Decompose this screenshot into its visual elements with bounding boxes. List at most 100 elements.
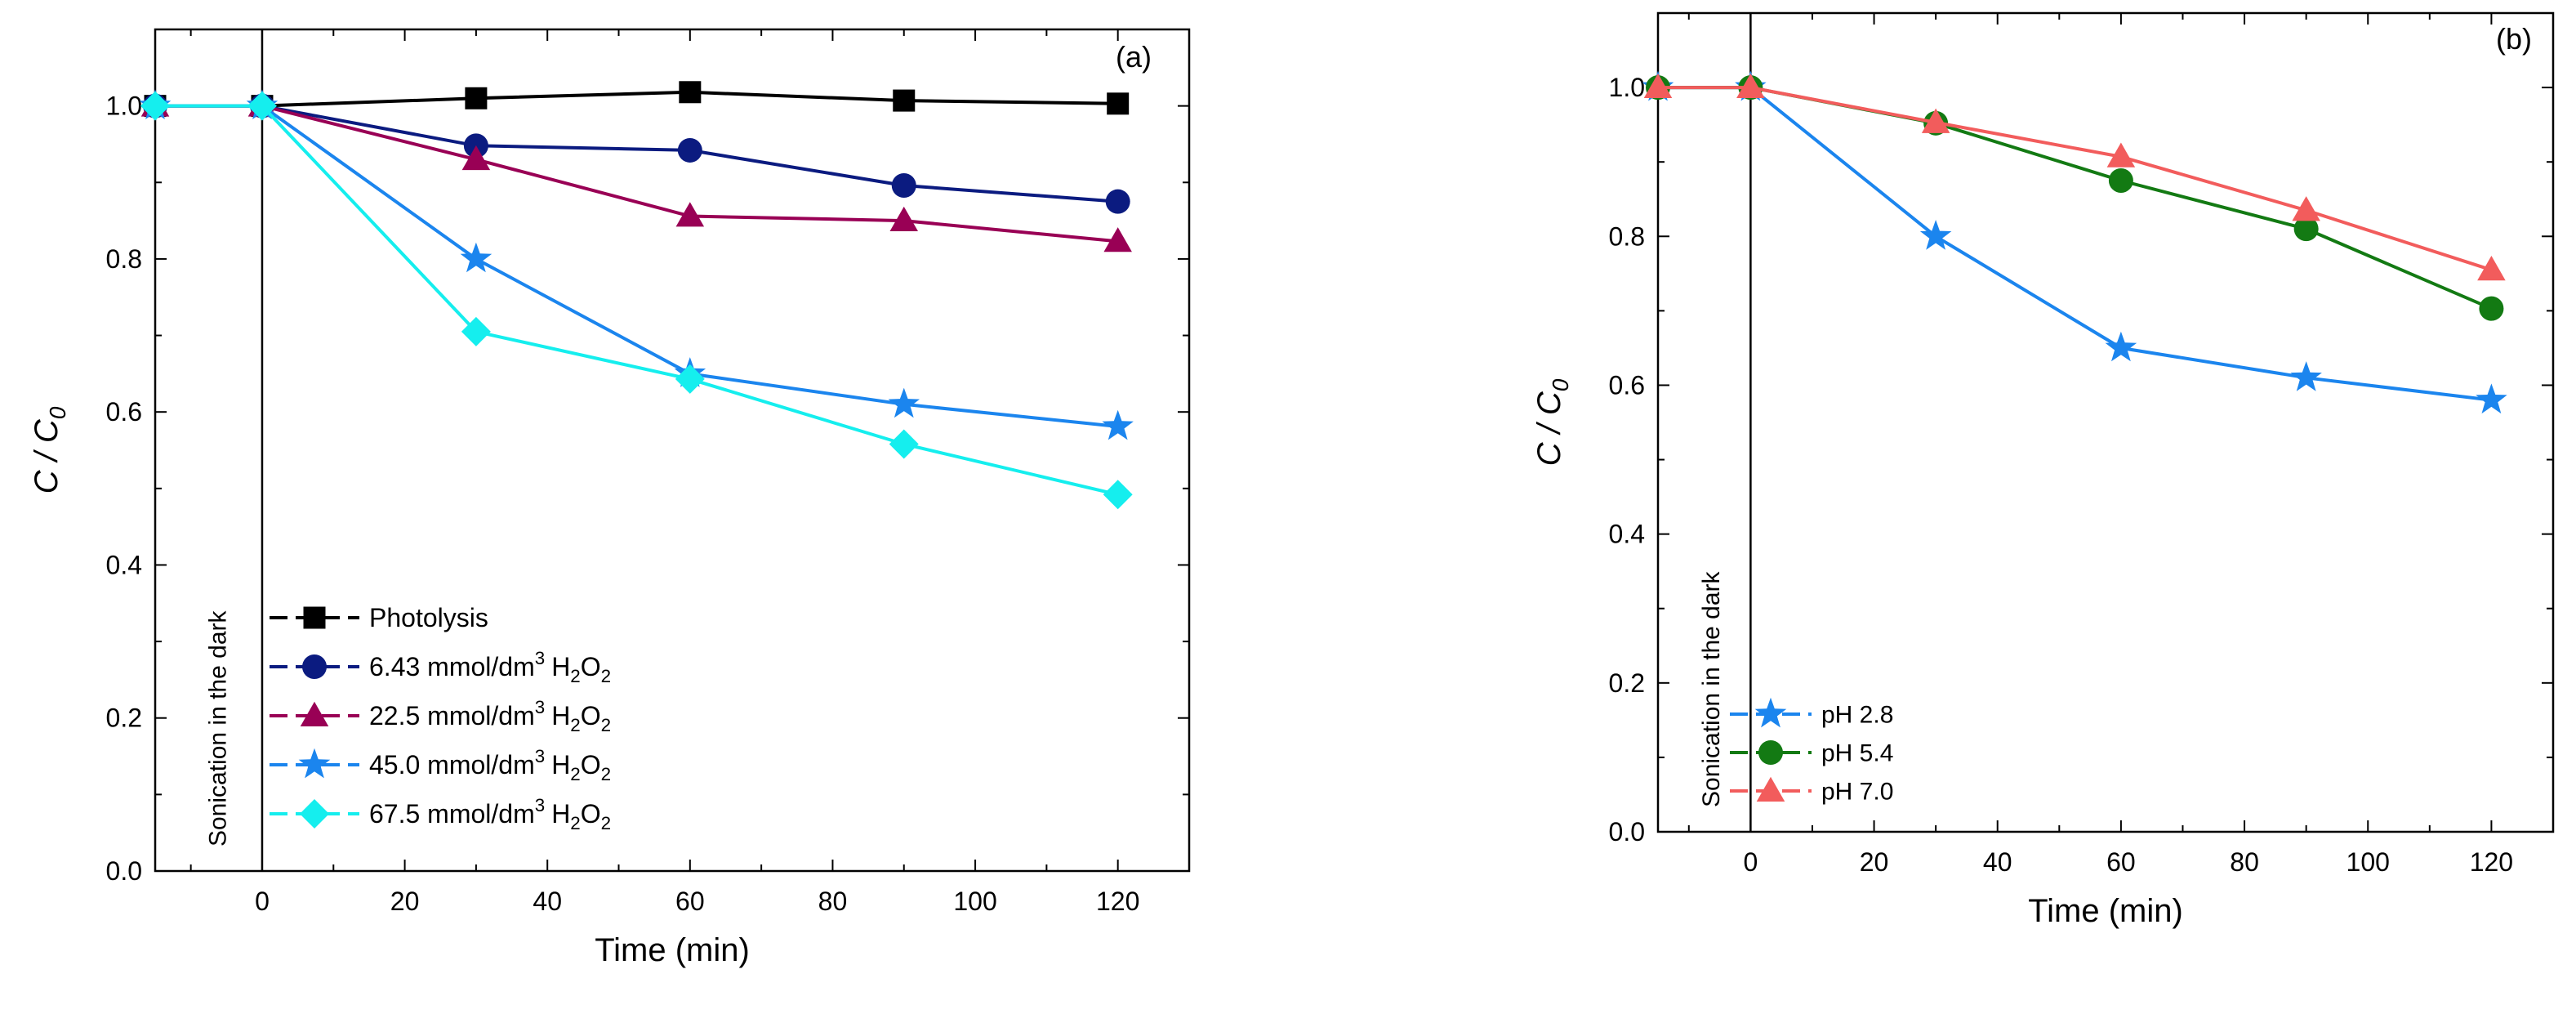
legend-item: 6.43 mmol/dm3 H2O2: [270, 648, 611, 686]
legend-o-letter: O: [581, 652, 601, 681]
series-line: [1658, 86, 2493, 310]
series-line: [1658, 86, 2492, 402]
panel-label: (b): [2496, 22, 2532, 56]
legend-o2-subscript: 2: [601, 764, 611, 784]
legend-o2-subscript: 2: [601, 666, 611, 686]
series-line: [155, 90, 1118, 108]
y-tick-label: 0.6: [106, 397, 142, 427]
y-tick-label: 0.2: [106, 704, 142, 733]
y-tick-label: 0.4: [1609, 520, 1645, 549]
y-axis-title-subscript: 0: [45, 406, 70, 419]
legend: pH 2.8 pH 5.4 pH 7.0: [1730, 697, 1893, 806]
data-point: [1103, 227, 1132, 252]
x-tick-label: 100: [2346, 847, 2390, 877]
legend-marker: [1754, 697, 1787, 728]
legend-label: 45.0 mmol/dm3 H2O2: [369, 746, 611, 784]
legend-o-letter: O: [581, 799, 601, 829]
legend-h-letter: H: [551, 701, 570, 730]
data-point: [2105, 331, 2137, 362]
data-point: [2108, 168, 2133, 193]
legend-o-letter: O: [581, 701, 601, 730]
data-point: [1736, 73, 1765, 99]
legend-o2-subscript: 2: [601, 715, 611, 735]
legend-label-main: pH 7.0: [1821, 779, 1893, 806]
panel-b: 0 20 40 60 80 100 120 0.0 0.2 0.4 0.6 0.8 1.0 Time (m…: [1531, 11, 2555, 929]
y-tick-label: 1.0: [1609, 73, 1645, 102]
legend-marker: [300, 701, 329, 726]
x-tick-label: 0: [1743, 847, 1758, 877]
y-tick-label: 0.2: [1609, 668, 1645, 698]
data-point: [888, 387, 920, 418]
legend-label-main: 22.5 mmol/dm: [369, 701, 535, 730]
x-tick-label: 60: [675, 887, 705, 916]
data-point: [460, 242, 492, 273]
y-tick-label: 0.4: [106, 550, 142, 579]
legend-marker: [1756, 776, 1785, 802]
y-tick-label: 0.8: [106, 244, 142, 274]
data-point: [140, 91, 170, 121]
data-point: [2476, 383, 2507, 414]
series-line: [155, 104, 1119, 497]
x-tick-label: 40: [533, 887, 562, 916]
legend-label: pH 5.4: [1821, 740, 1893, 767]
legend-label: 67.5 mmol/dm3 H2O2: [369, 795, 611, 833]
y-tick-label: 0.6: [1609, 370, 1645, 400]
data-point: [461, 145, 491, 171]
plot-frame: [1656, 11, 2555, 833]
series-line: [155, 104, 1118, 243]
data-point: [2293, 217, 2319, 242]
data-point: [675, 202, 705, 227]
data-point: [893, 89, 916, 112]
data-point: [1643, 73, 1673, 99]
data-point: [1919, 220, 1952, 250]
legend-label: Photolysis: [369, 603, 488, 632]
data-point: [1105, 189, 1130, 214]
y-tick-label: 0.8: [1609, 221, 1645, 251]
data-point: [2477, 256, 2506, 281]
legend-label-main: 67.5 mmol/dm: [369, 799, 535, 829]
legend-item: pH 5.4: [1730, 740, 1893, 767]
y-axis-title: C / C0: [29, 406, 70, 494]
series-line: [155, 104, 1118, 428]
x-tick-label: 20: [1860, 847, 1889, 877]
series-ph-5-4: [1646, 75, 2504, 321]
series-line: [1658, 86, 2493, 272]
legend-marker: [303, 606, 326, 629]
x-tick-label: 0: [255, 887, 270, 916]
legend-unit-superscript: 3: [535, 697, 545, 717]
data-point: [1102, 409, 1134, 440]
legend-h2-subscript: 2: [570, 666, 580, 686]
sonication-annotation: Sonication in the dark: [1698, 570, 1725, 807]
legend-item: 45.0 mmol/dm3 H2O2: [270, 746, 611, 784]
legend-label-main: Photolysis: [369, 603, 488, 632]
legend-label: pH 2.8: [1821, 702, 1893, 729]
legend-label-main: 45.0 mmol/dm: [369, 750, 535, 779]
x-tick-label: 120: [1096, 887, 1139, 916]
legend-h-letter: H: [551, 799, 570, 829]
x-tick-label: 80: [818, 887, 848, 916]
legend-unit-superscript: 3: [535, 648, 545, 668]
legend-item: pH 7.0: [1730, 776, 1893, 806]
data-point: [891, 173, 916, 199]
y-tick-label: 1.0: [106, 92, 142, 121]
legend-item: 22.5 mmol/dm3 H2O2: [270, 697, 611, 735]
legend-h2-subscript: 2: [570, 764, 580, 784]
plot-frame: [154, 28, 1191, 873]
series-67-5-mmol-dm3-h2o2: [140, 91, 1133, 510]
data-point: [1921, 108, 1950, 133]
legend-unit-superscript: 3: [535, 795, 545, 815]
series-line: [155, 104, 1118, 203]
series-ph-7-0: [1643, 73, 2506, 281]
legend-h-letter: H: [551, 652, 570, 681]
y-axis-title-main: C / C: [29, 418, 65, 494]
data-point: [1103, 480, 1133, 510]
legend-unit-superscript: 3: [535, 746, 545, 766]
legend-marker: [298, 748, 331, 779]
data-point: [675, 364, 705, 394]
y-axis-title-main: C / C: [1531, 391, 1567, 466]
x-tick-label: 100: [953, 887, 996, 916]
legend-o-letter: O: [581, 750, 601, 779]
x-tick-label: 60: [2106, 847, 2136, 877]
legend-h-letter: H: [551, 750, 570, 779]
y-axis-title: C / C0: [1531, 378, 1573, 466]
